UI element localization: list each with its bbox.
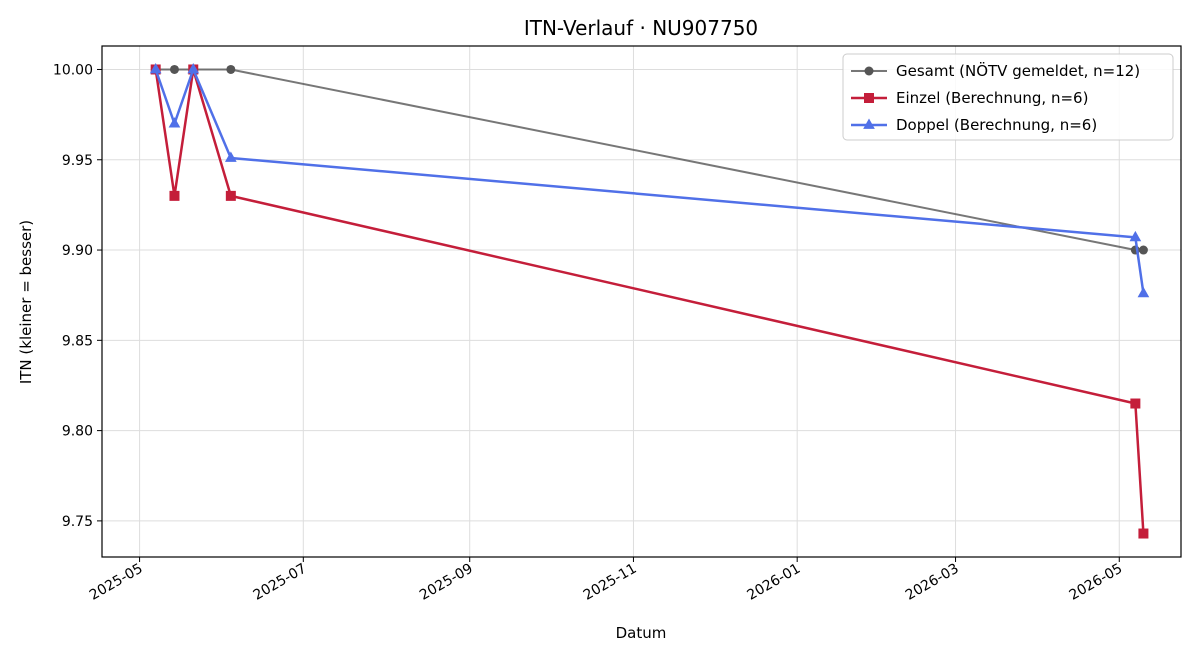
y-tick-label: 9.80 bbox=[62, 424, 93, 440]
x-tick-label: 2025-11 bbox=[581, 561, 640, 604]
data-point bbox=[168, 117, 181, 128]
x-tick-label: 2026-01 bbox=[745, 561, 804, 604]
data-point bbox=[1138, 245, 1148, 255]
y-tick-label: 9.75 bbox=[62, 514, 93, 530]
x-tick-label: 2025-09 bbox=[417, 561, 476, 604]
legend-label: Doppel (Berechnung, n=6) bbox=[896, 116, 1097, 134]
data-point bbox=[225, 190, 236, 201]
data-point bbox=[1137, 286, 1150, 298]
legend-item: Gesamt (NÖTV gemeldet, n=12) bbox=[851, 61, 1140, 80]
legend-item: Einzel (Berechnung, n=6) bbox=[851, 89, 1088, 107]
series-line bbox=[154, 68, 1145, 294]
y-tick-label: 9.95 bbox=[62, 153, 93, 169]
chart-title: ITN-Verlauf · NU907750 bbox=[524, 16, 758, 40]
data-point bbox=[226, 64, 236, 74]
data-point bbox=[169, 190, 180, 201]
x-tick-label: 2026-05 bbox=[1067, 561, 1126, 604]
data-point bbox=[1138, 528, 1149, 539]
x-tick-label: 2025-07 bbox=[251, 561, 310, 604]
data-point bbox=[1130, 398, 1141, 409]
ticks: 2025-05 2025-07 2025-09 2025-11 2026-01 2026-… bbox=[53, 62, 1125, 603]
legend-marker bbox=[863, 118, 875, 129]
legend-marker bbox=[864, 66, 874, 76]
legend-box bbox=[842, 53, 1174, 141]
legend-label: Gesamt (NÖTV gemeldet, n=12) bbox=[896, 61, 1140, 80]
data-point bbox=[1129, 230, 1142, 242]
data-point bbox=[187, 62, 200, 74]
legend-item: Doppel (Berechnung, n=6) bbox=[851, 116, 1097, 134]
plot-frame bbox=[101, 45, 1182, 558]
data-point bbox=[169, 64, 179, 74]
series-triangle bbox=[149, 62, 1150, 298]
data-point bbox=[149, 62, 162, 74]
legend-label: Einzel (Berechnung, n=6) bbox=[896, 89, 1088, 107]
series-layer bbox=[149, 62, 1150, 539]
x-tick-label: 2025-05 bbox=[87, 561, 146, 604]
data-point bbox=[224, 151, 237, 162]
legend-marker bbox=[864, 93, 874, 103]
series-line bbox=[154, 68, 1145, 534]
x-tick-label: 2026-03 bbox=[903, 561, 962, 604]
x-axis-title: Datum bbox=[616, 624, 667, 642]
legend: Gesamt (NÖTV gemeldet, n=12) Einzel (Bere… bbox=[842, 53, 1174, 141]
y-tick-label: 10.00 bbox=[53, 62, 93, 78]
y-tick-label: 9.90 bbox=[62, 243, 93, 259]
y-tick-label: 9.85 bbox=[62, 333, 93, 349]
y-axis-title: ITN (kleiner = besser) bbox=[17, 220, 35, 384]
